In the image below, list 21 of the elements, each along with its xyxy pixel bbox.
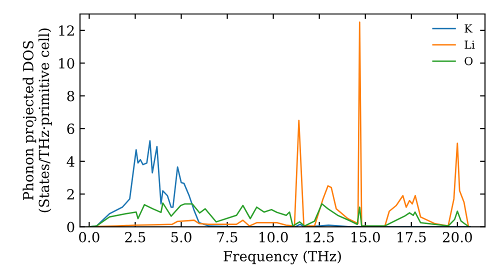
y-tick-label: 0	[67, 222, 74, 232]
x-axis-title: Frequency (THz)	[224, 250, 341, 264]
legend-label: K	[464, 24, 473, 32]
legend-label: O	[464, 56, 473, 66]
y-tick-label: 12	[59, 25, 74, 36]
x-tick-label: 20.0	[442, 232, 472, 242]
x-tick-label: 5.0	[171, 232, 192, 242]
y-tick-label: 6	[67, 124, 74, 134]
x-tick-label: 0.0	[79, 232, 100, 242]
x-tick-label: 17.5	[398, 232, 426, 242]
x-tick-label: 2.5	[125, 232, 146, 242]
x-tick-label: 7.5	[217, 232, 238, 242]
x-tick-label: 12.5	[306, 232, 334, 242]
x-tick-label: 10.0	[260, 232, 288, 242]
x-tick-label: 15.0	[352, 232, 380, 242]
y-tick-label: 10	[59, 58, 74, 69]
legend-label: Li	[464, 40, 475, 49]
y-axis-title: Phonon projected DOS (States/THz·primitive cell)	[22, 28, 52, 212]
y-tick-label: 8	[67, 90, 74, 102]
y-tick-label: 4	[66, 156, 74, 167]
y-tick-label: 2	[67, 189, 74, 200]
